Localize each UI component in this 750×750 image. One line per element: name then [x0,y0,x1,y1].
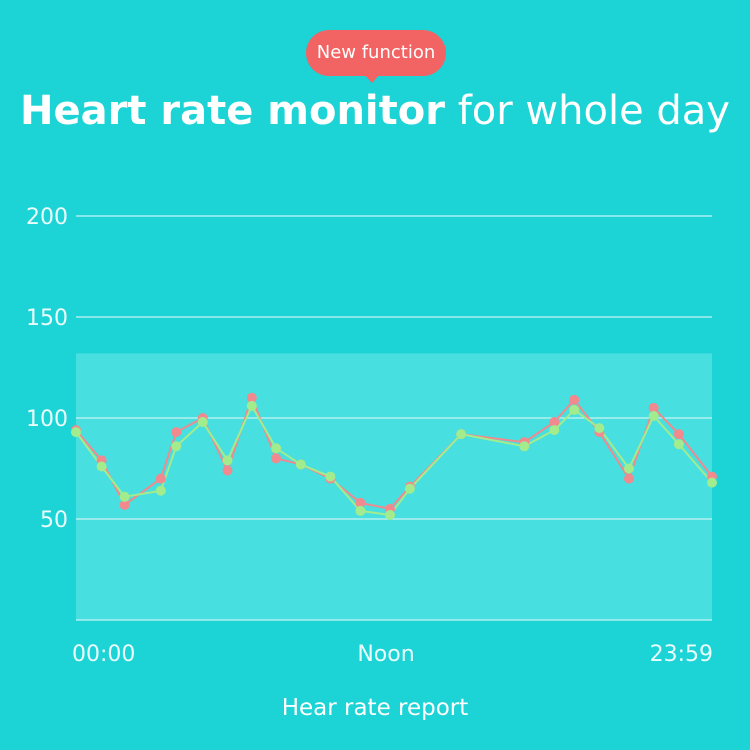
series-2-point [385,509,396,520]
series-2-point [456,429,467,440]
series-1-point [271,453,282,464]
page-title: Heart rate monitor for whole day [0,88,750,134]
series-2-point [96,461,107,472]
normal-range-band [76,353,712,620]
series-1-point [673,429,684,440]
series-2-point [549,425,560,436]
series-2-point [222,455,233,466]
series-1-point [569,394,580,405]
gridlines [76,215,712,621]
series-1-point [171,427,182,438]
x-axis-ticks: 00:00 Noon 23:59 [72,642,713,667]
series-2-point [246,400,257,411]
series-2-point [295,459,306,470]
series-1-point [648,402,659,413]
series-1-point [119,499,130,510]
series-1-point [222,465,233,476]
series-2-point [71,427,81,438]
series-2-point [325,471,336,482]
series-2-point [673,439,684,450]
series-2-point [623,463,634,474]
series-2-point [271,443,282,454]
badge-tail [364,74,380,83]
badge-label: New function [316,42,436,63]
x-tick-label: 23:59 [650,642,713,667]
series-2-point [519,441,530,452]
series-2-point [171,441,182,452]
series-2-point [707,477,717,488]
series-1-point [623,473,634,484]
series-2-point [404,483,415,494]
series-2-point [594,423,605,434]
new-function-badge: New function [306,30,446,76]
report-label: Hear rate report [281,695,469,721]
series-2-point [648,410,659,421]
series-2-point [119,491,130,502]
series-2-point [197,417,208,428]
x-tick-label: 00:00 [72,642,135,667]
series-1-point [549,417,560,428]
y-tick-label: 200 [26,205,68,230]
y-tick-label: 150 [26,306,68,331]
title-rest: for whole day [457,88,730,134]
y-axis-ticks: 50 100 150 200 [26,205,68,533]
y-tick-label: 50 [40,508,68,533]
series-2-point [155,485,166,496]
title-bold: Heart rate monitor [20,88,445,134]
series-1-point [155,473,166,484]
y-tick-label: 100 [26,407,68,432]
series-1-point [355,497,366,508]
x-tick-label: Noon [357,642,414,667]
series-1-point [246,392,257,403]
series-2-point [355,505,366,516]
series-group [71,392,717,520]
series-2-point [569,404,580,415]
